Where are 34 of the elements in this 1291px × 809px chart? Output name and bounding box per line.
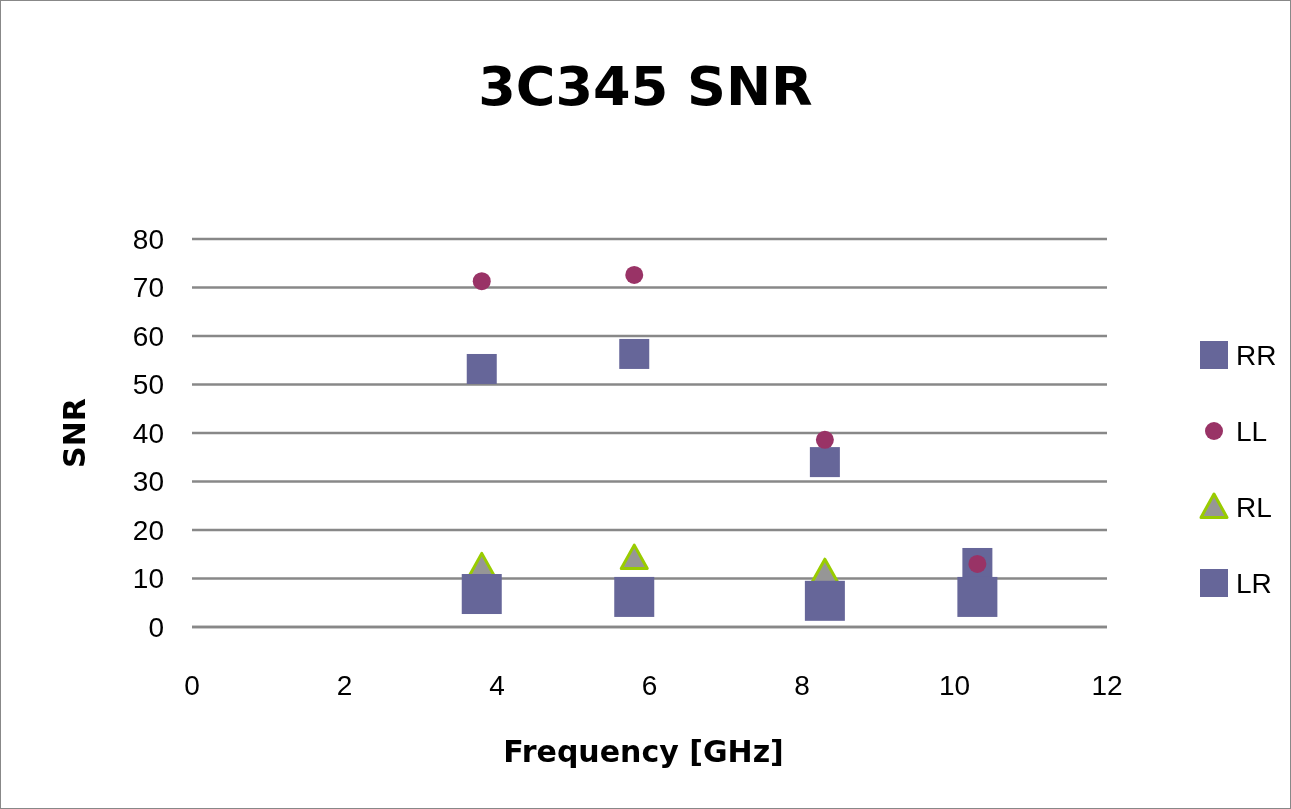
y-tick-label: 40 — [132, 417, 164, 449]
x-tick-label: 4 — [489, 670, 505, 701]
chart-title: 3C345 SNR — [478, 55, 813, 118]
point — [809, 447, 840, 478]
x-tick-label: 8 — [794, 670, 810, 701]
y-tick-label: 0 — [148, 611, 164, 643]
x-tick-label: 6 — [641, 670, 658, 701]
point — [815, 430, 834, 449]
y-tick-label: 50 — [132, 369, 164, 401]
point — [619, 338, 650, 369]
x-tick-label: 0 — [184, 670, 200, 701]
point — [466, 353, 497, 384]
y-tick-label: 10 — [132, 563, 164, 595]
y-tick-label: 20 — [132, 514, 164, 546]
y-tick-label: 70 — [132, 272, 164, 304]
y-tick-label: 60 — [132, 320, 164, 352]
x-tick-label: 12 — [1091, 670, 1123, 701]
point — [619, 543, 649, 571]
x-tick-label: 10 — [938, 670, 971, 701]
legend-label: RR — [1236, 339, 1277, 371]
point — [614, 576, 655, 617]
legend-label: LR — [1236, 567, 1272, 599]
x-axis-title: Frequency [GHz] — [503, 734, 784, 769]
point — [461, 574, 502, 615]
y-axis-title: SNR — [57, 398, 92, 468]
point — [957, 576, 998, 617]
legend-label: LL — [1236, 415, 1268, 447]
point — [804, 580, 845, 621]
point — [625, 265, 644, 284]
point — [472, 272, 491, 291]
x-tick-label: 2 — [336, 670, 353, 701]
y-tick-label: 80 — [132, 223, 164, 255]
y-tick-label: 30 — [132, 466, 164, 498]
legend-label: RL — [1236, 491, 1272, 523]
